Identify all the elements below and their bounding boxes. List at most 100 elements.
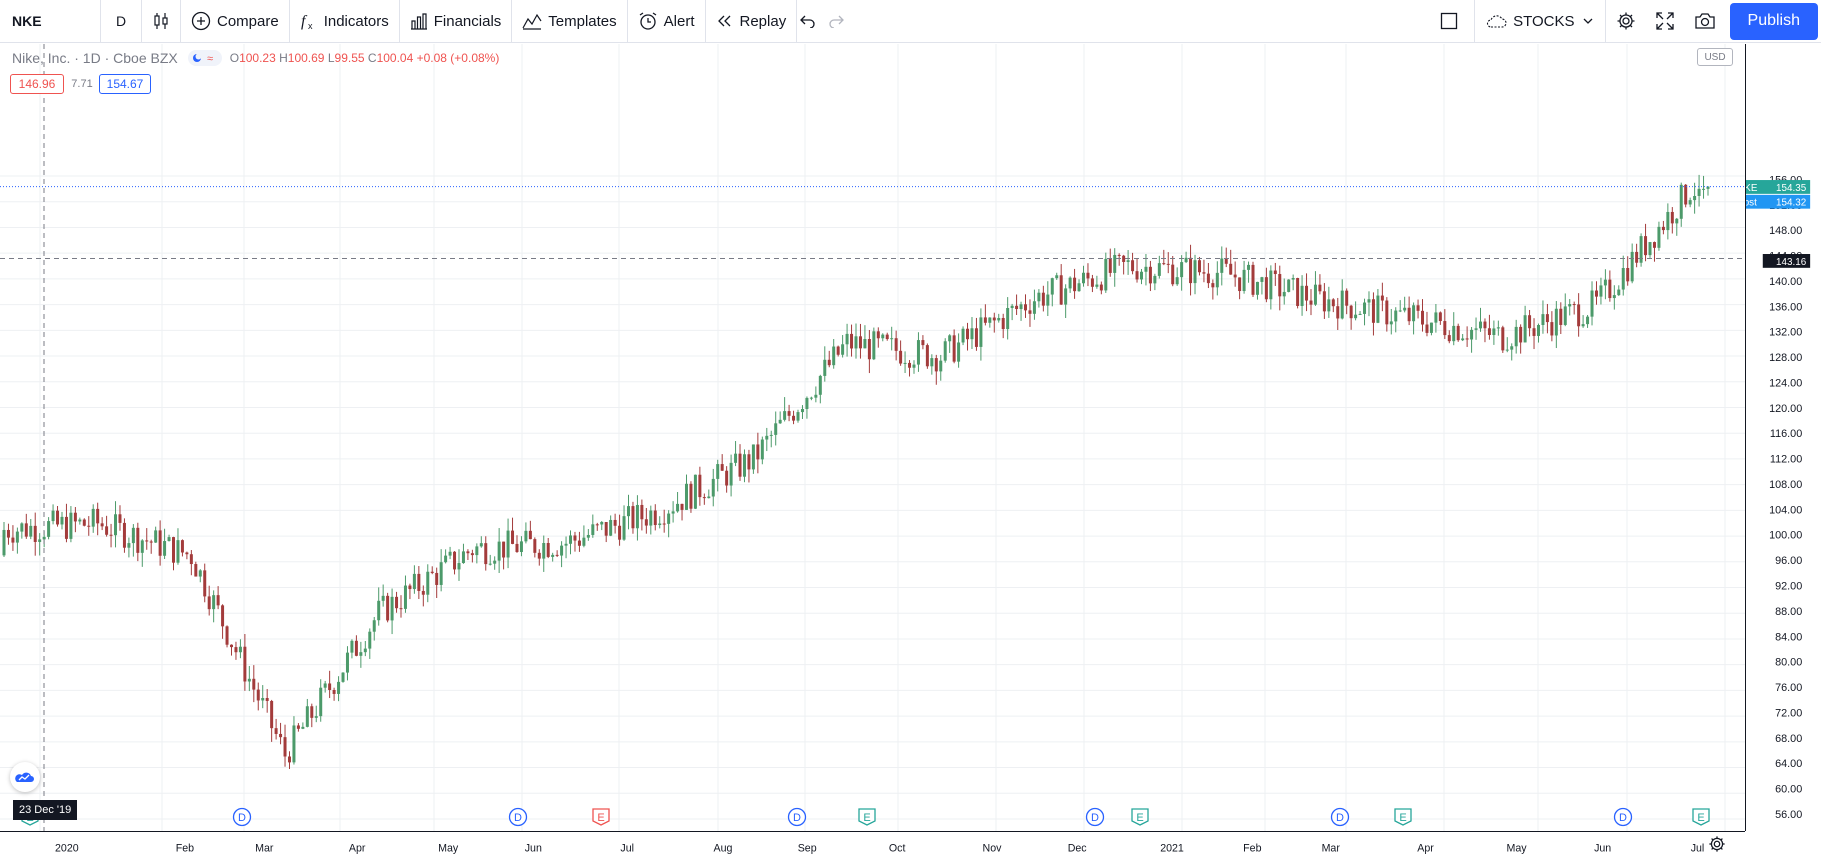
candle-body xyxy=(582,537,586,546)
earnings-marker[interactable] xyxy=(858,808,876,826)
candle-body xyxy=(310,706,314,718)
compare-button[interactable]: Compare xyxy=(181,0,289,43)
candle-body xyxy=(1046,294,1050,306)
sell-price-button[interactable]: 146.96 xyxy=(10,74,64,94)
toolbar-divider xyxy=(1604,0,1606,43)
candle-body xyxy=(198,570,202,577)
candle-body xyxy=(256,689,260,701)
dividend-marker[interactable] xyxy=(1330,807,1350,827)
price-tags: NKE 154.35 Post 154.32 143.16 xyxy=(1746,180,1811,268)
currency-selector[interactable]: USD xyxy=(1697,48,1733,66)
tradingview-logo[interactable] xyxy=(10,762,40,792)
candle-body xyxy=(1354,314,1358,319)
market-status-icon[interactable]: ≈ xyxy=(187,50,222,66)
candle-body xyxy=(1081,272,1085,284)
candle-body xyxy=(82,519,86,526)
undo-button[interactable] xyxy=(797,0,825,43)
earnings-marker[interactable] xyxy=(1692,808,1710,826)
earnings-marker[interactable] xyxy=(1131,808,1149,826)
candle-body xyxy=(377,600,381,621)
candle-body xyxy=(1148,266,1152,284)
event-marker-label: E xyxy=(597,812,604,824)
earnings-marker[interactable] xyxy=(1394,808,1412,826)
templates-button[interactable]: Templates xyxy=(512,0,626,43)
candle-body xyxy=(1389,321,1393,325)
replay-button[interactable]: Replay xyxy=(706,0,797,43)
time-tick-label: Oct xyxy=(889,842,906,854)
candle-body xyxy=(1554,308,1558,336)
candle-body xyxy=(533,539,537,553)
candle-body xyxy=(51,510,55,522)
candle-body xyxy=(1461,338,1465,341)
buy-price-button[interactable]: 154.67 xyxy=(99,74,151,94)
candle-body xyxy=(354,640,358,656)
redo-button[interactable] xyxy=(825,0,853,43)
candle-body xyxy=(1376,295,1380,323)
candle-body xyxy=(1144,266,1148,272)
candle-body xyxy=(1099,284,1103,291)
candle-body xyxy=(1010,305,1014,308)
scale-settings-icon[interactable] xyxy=(1708,835,1726,853)
candle-body xyxy=(461,551,465,564)
candle-body xyxy=(613,519,617,526)
candle-body xyxy=(1260,277,1264,282)
earnings-marker[interactable] xyxy=(592,808,610,826)
candle-body xyxy=(1001,317,1005,330)
layout-button[interactable] xyxy=(1430,0,1474,43)
compare-label: Compare xyxy=(217,12,279,30)
settings-button[interactable] xyxy=(1606,0,1646,43)
interval-button[interactable]: D xyxy=(115,13,127,29)
price-scale[interactable]: 156.00152.00148.00144.00140.00136.00132.… xyxy=(1745,44,1821,831)
chart-type-button[interactable] xyxy=(142,0,180,43)
event-markers[interactable]: EDDEDEDEDEDE xyxy=(21,807,1710,827)
fullscreen-button[interactable] xyxy=(1646,0,1684,43)
watchlist-dropdown[interactable]: STOCKS xyxy=(1475,0,1604,43)
candle-body xyxy=(216,595,220,606)
candle-body xyxy=(742,454,746,477)
time-tick-label: Mar xyxy=(255,842,274,854)
candle-body xyxy=(1273,270,1277,275)
candle-body xyxy=(1572,304,1576,306)
candle-body xyxy=(1581,324,1585,327)
candle-body xyxy=(1166,263,1170,265)
candle-body xyxy=(1385,300,1389,325)
candle-body xyxy=(412,573,416,590)
candle-body xyxy=(435,572,439,585)
legend-title: Nike, Inc. · 1D · Cboe BZX xyxy=(12,50,178,66)
candle-body xyxy=(1139,271,1143,280)
symbol-search[interactable]: NKE xyxy=(12,13,42,29)
candle-body xyxy=(1024,304,1028,311)
candle-body xyxy=(1041,292,1045,306)
candle-body xyxy=(301,726,305,729)
candle-body xyxy=(1514,326,1518,347)
dividend-marker[interactable] xyxy=(1613,807,1633,827)
candle-body xyxy=(1037,292,1041,302)
dividend-marker[interactable] xyxy=(508,807,528,827)
alert-button[interactable]: Alert xyxy=(628,0,705,43)
candle-body xyxy=(765,435,769,440)
close-value: 100.04 xyxy=(376,51,414,65)
price-tick-label: 148.00 xyxy=(1769,225,1802,237)
candle-body xyxy=(738,453,742,477)
candle-body xyxy=(1202,272,1206,274)
dividend-marker[interactable] xyxy=(787,807,807,827)
dividend-marker[interactable] xyxy=(1085,807,1105,827)
time-scale[interactable]: 2020 Feb Mar Apr May Jun Jul Aug Sep Oct Nov Dec 202… xyxy=(0,831,1745,862)
candle-body xyxy=(1639,236,1643,263)
candle-body xyxy=(163,541,167,556)
publish-button[interactable]: Publish xyxy=(1729,2,1818,40)
candle-body xyxy=(751,444,755,470)
candle-body xyxy=(1175,277,1179,285)
candle-body xyxy=(1287,279,1291,292)
candle-body xyxy=(185,552,189,555)
candle-body xyxy=(1443,321,1447,336)
financials-button[interactable]: Financials xyxy=(400,0,512,43)
snapshot-button[interactable] xyxy=(1684,0,1726,43)
time-tick-label: Feb xyxy=(176,842,194,854)
candle-body xyxy=(470,553,474,556)
time-ticks: 2020 Feb Mar Apr May Jun Jul Aug Sep Oct Nov Dec 202… xyxy=(55,842,1704,854)
chart-pane[interactable]: EDDEDEDEDEDE xyxy=(0,44,1745,831)
dividend-marker[interactable] xyxy=(232,807,252,827)
price-tick-label: 100.00 xyxy=(1769,530,1802,542)
